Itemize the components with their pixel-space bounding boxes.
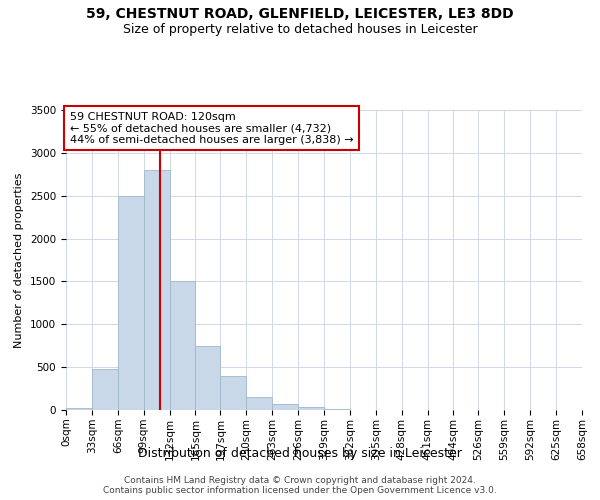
Text: Contains HM Land Registry data © Crown copyright and database right 2024.
Contai: Contains HM Land Registry data © Crown c… [103, 476, 497, 495]
Bar [324, 409, 350, 410]
Text: Distribution of detached houses by size in Leicester: Distribution of detached houses by size … [138, 448, 462, 460]
Bar [66, 408, 92, 410]
Bar [272, 404, 298, 410]
Bar [170, 282, 196, 410]
Bar [118, 196, 143, 410]
Bar [92, 369, 118, 410]
Bar [143, 170, 170, 410]
Bar [220, 376, 247, 410]
Text: Size of property relative to detached houses in Leicester: Size of property relative to detached ho… [122, 22, 478, 36]
Text: 59, CHESTNUT ROAD, GLENFIELD, LEICESTER, LE3 8DD: 59, CHESTNUT ROAD, GLENFIELD, LEICESTER,… [86, 8, 514, 22]
Bar [298, 408, 324, 410]
Text: 59 CHESTNUT ROAD: 120sqm
← 55% of detached houses are smaller (4,732)
44% of sem: 59 CHESTNUT ROAD: 120sqm ← 55% of detach… [70, 112, 353, 145]
Bar [247, 397, 272, 410]
Bar [196, 346, 220, 410]
Y-axis label: Number of detached properties: Number of detached properties [14, 172, 25, 348]
